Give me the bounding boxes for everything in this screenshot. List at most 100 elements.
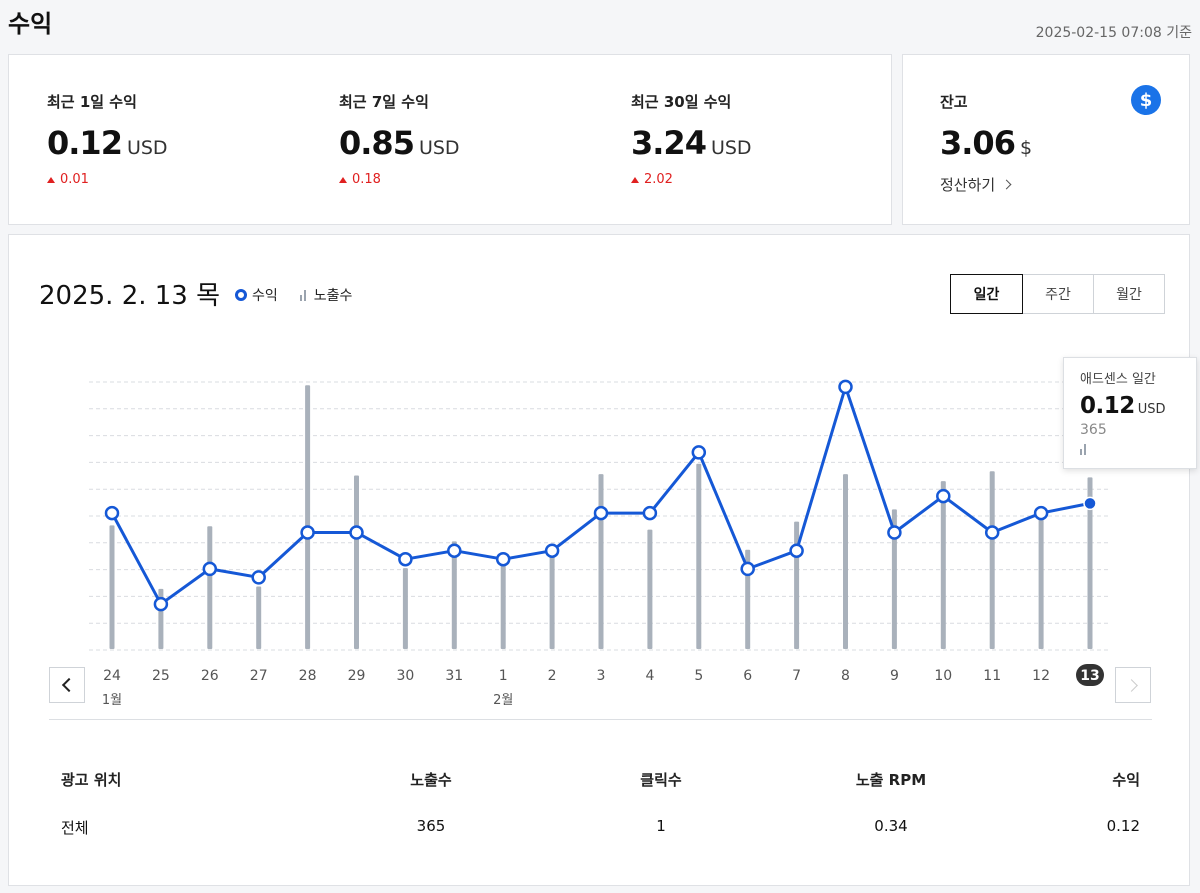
revenue-point bbox=[984, 525, 1000, 540]
x-tick-label: 12 bbox=[1032, 668, 1050, 684]
x-tick-label: 25 bbox=[152, 668, 170, 684]
ad-placement-table: 광고 위치 노출수 클릭수 노출 RPM 수익 전체 365 1 0.34 0.… bbox=[49, 755, 1152, 851]
x-tick-label: 29 bbox=[348, 668, 366, 684]
revenue-point bbox=[642, 505, 658, 521]
cell-revenue: 0.12 bbox=[1106, 817, 1140, 835]
header-impressions: 노출수 bbox=[410, 771, 452, 789]
impressions-bar bbox=[402, 568, 408, 649]
x-tick-label: 24 bbox=[103, 668, 121, 684]
as-of-timestamp: 2025-02-15 07:08 기준 bbox=[1035, 25, 1192, 41]
header-rpm: 노출 RPM bbox=[855, 771, 927, 789]
tooltip-value: 0.12 bbox=[1080, 393, 1135, 419]
revenue-point bbox=[740, 561, 755, 577]
chevron-right-icon bbox=[1124, 678, 1138, 692]
chart-date-title: 2025. 2. 13 목 bbox=[39, 281, 221, 311]
table-row: 전체 365 1 0.34 0.12 bbox=[49, 803, 1152, 851]
revenue-point bbox=[838, 379, 853, 395]
revenue-point bbox=[349, 525, 364, 540]
impressions-bar bbox=[696, 463, 702, 649]
x-tick-label: 4 bbox=[645, 668, 654, 684]
revenue-point bbox=[593, 505, 609, 521]
impressions-bar bbox=[109, 525, 115, 649]
stat-unit: USD bbox=[126, 137, 168, 159]
next-period-button[interactable] bbox=[1115, 667, 1151, 703]
stat-unit: USD bbox=[418, 137, 460, 159]
stat-value: 0.12 bbox=[47, 124, 123, 162]
x-tick-label: 26 bbox=[201, 668, 219, 684]
period-monthly-button[interactable]: 월간 bbox=[1093, 275, 1164, 313]
revenue-point bbox=[153, 596, 169, 612]
balance-label: 잔고 bbox=[940, 93, 968, 111]
impressions-bar bbox=[843, 474, 848, 649]
x-tick-label: 31 bbox=[445, 668, 463, 684]
cell-rpm: 0.34 bbox=[874, 817, 908, 835]
delta-up-icon bbox=[631, 176, 639, 183]
impressions-bar bbox=[256, 586, 262, 649]
x-tick-label: 11 bbox=[983, 668, 1001, 684]
impressions-bar bbox=[989, 471, 995, 649]
revenue-point bbox=[789, 543, 804, 558]
impressions-bar bbox=[207, 526, 213, 649]
stat-unit: USD bbox=[710, 137, 752, 159]
x-tick-label: 8 bbox=[841, 668, 850, 684]
impressions-bar bbox=[549, 556, 555, 649]
revenue-point bbox=[887, 525, 902, 540]
chevron-right-icon bbox=[1001, 179, 1012, 190]
x-tick-label: 30 bbox=[396, 668, 414, 684]
legend-impressions-icon bbox=[299, 289, 308, 301]
stat-value: 3.24 bbox=[631, 124, 707, 162]
cell-clicks: 1 bbox=[656, 817, 666, 835]
impressions-bar bbox=[647, 529, 653, 649]
impressions-bar bbox=[1038, 509, 1044, 649]
table-header-row: 광고 위치 노출수 클릭수 노출 RPM 수익 bbox=[49, 755, 1152, 803]
stat-label: 최근 1일 수익 bbox=[47, 93, 137, 111]
impressions-bar bbox=[451, 541, 457, 649]
revenue-point bbox=[936, 488, 951, 504]
x-tick-label: 6 bbox=[743, 668, 752, 684]
bar-chart-icon bbox=[1080, 444, 1180, 455]
chevron-left-icon bbox=[61, 677, 77, 693]
page-title: 수익 bbox=[8, 10, 53, 38]
cell-impressions: 365 bbox=[416, 817, 446, 835]
x-tick-label: 28 bbox=[299, 668, 317, 684]
tooltip-impressions: 365 bbox=[1080, 422, 1107, 438]
chart-card: 2025. 2. 13 목 수익 노출수 일간 주간 월간 24 25 26 27 28… bbox=[8, 234, 1197, 886]
revenue-point bbox=[251, 570, 266, 585]
revenue-point bbox=[300, 525, 315, 540]
x-tick-label: 3 bbox=[597, 668, 606, 684]
stat-delta: 0.01 bbox=[60, 172, 89, 187]
revenue-point bbox=[495, 551, 511, 567]
x-tick-label: 13 bbox=[1080, 668, 1099, 684]
legend-revenue-label: 수익 bbox=[252, 288, 278, 304]
revenue-point bbox=[447, 543, 462, 558]
impressions-bar bbox=[500, 553, 506, 649]
stat-1day: 최근 1일 수익 0.12 USD 0.01 bbox=[47, 91, 168, 187]
cell-ad-position: 전체 bbox=[61, 819, 89, 837]
chart-tooltip: 애드센스 일간 0.12 USD 365 bbox=[1063, 357, 1197, 469]
divider bbox=[49, 719, 1152, 720]
delta-up-icon bbox=[47, 176, 55, 183]
revenue-point-selected bbox=[1083, 496, 1097, 511]
period-weekly-button[interactable]: 주간 bbox=[1022, 275, 1093, 313]
settle-link[interactable]: 정산하기 bbox=[940, 174, 1032, 195]
tooltip-title: 애드센스 일간 bbox=[1080, 372, 1156, 387]
impressions-bar bbox=[940, 481, 946, 649]
period-daily-button[interactable]: 일간 bbox=[950, 274, 1023, 314]
x-tick-label: 9 bbox=[890, 668, 899, 684]
prev-period-button[interactable] bbox=[49, 667, 85, 703]
impressions-bar bbox=[598, 474, 604, 649]
balance-card: 잔고 3.06 $ 정산하기 $ bbox=[902, 54, 1190, 225]
impressions-bar bbox=[891, 509, 897, 649]
x-tick-label: 7 bbox=[792, 668, 801, 684]
month-label: 1월 bbox=[102, 693, 122, 708]
period-toggle: 일간 주간 월간 bbox=[950, 274, 1165, 314]
legend-impressions-label: 노출수 bbox=[313, 288, 353, 304]
stat-label: 최근 30일 수익 bbox=[631, 93, 732, 111]
impressions-bar bbox=[1087, 477, 1093, 649]
revenue-point bbox=[691, 445, 707, 460]
selected-day-badge bbox=[1076, 664, 1104, 686]
revenue-point bbox=[544, 543, 560, 558]
impressions-bar bbox=[305, 385, 311, 649]
tooltip-unit: USD bbox=[1137, 402, 1166, 417]
stat-30day: 최근 30일 수익 3.24 USD 2.02 bbox=[631, 91, 752, 187]
